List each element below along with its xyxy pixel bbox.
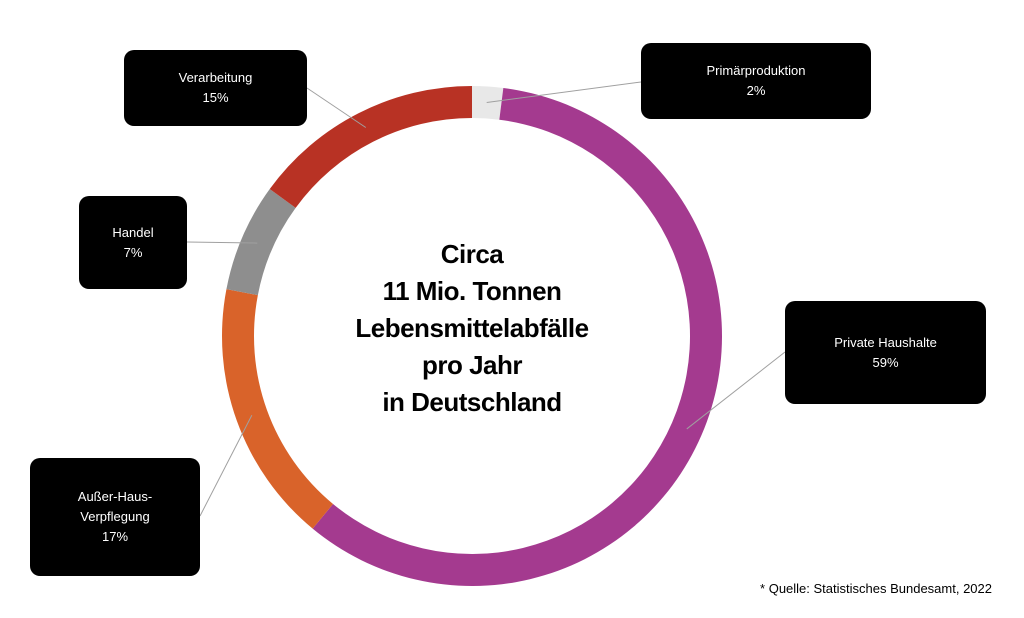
leader-lines — [186, 81, 786, 517]
leader-line-primaerproduktion — [486, 81, 642, 103]
slice-verarbeitung — [269, 86, 472, 208]
slice-label-handel: Handel — [112, 224, 154, 240]
donut-slices — [222, 86, 722, 586]
center-title-line-2: 11 Mio. Tonnen — [382, 276, 562, 306]
callout-verarbeitung: Verarbeitung 15% — [124, 50, 307, 126]
slice-label-ausser-haus-line1: Außer-Haus- — [77, 489, 153, 504]
leader-line-handel — [186, 241, 258, 244]
leader-line-private-haushalte — [686, 351, 786, 430]
slice-value-handel: 7% — [123, 244, 143, 260]
slice-primaerproduktion — [472, 86, 504, 120]
slice-label-private-haushalte: Private Haushalte — [834, 334, 937, 350]
slice-label-verarbeitung: Verarbeitung — [178, 70, 253, 85]
slice-value-primaerproduktion: 2% — [746, 83, 766, 98]
slice-value-private-haushalte: 59% — [872, 354, 899, 370]
slice-value-ausser-haus: 17% — [101, 529, 129, 544]
callout-ausser-haus-verpflegung: Außer-Haus- Verpflegung 17% — [30, 458, 200, 576]
center-title-line-3: Lebensmittelabfälle — [355, 313, 589, 343]
center-title-line-1: Circa — [440, 239, 504, 269]
slice-label-primaerproduktion: Primärproduktion — [706, 63, 806, 78]
callout-handel: Handel 7% — [79, 196, 187, 289]
leader-line-ausser-haus-verpflegung — [199, 415, 253, 517]
slice-handel — [226, 189, 296, 296]
center-title: Circa 11 Mio. Tonnen Lebensmittelabfälle… — [322, 236, 622, 421]
center-title-line-4: pro Jahr — [421, 350, 523, 380]
leader-line-verarbeitung — [306, 87, 367, 128]
callout-private-haushalte: Private Haushalte 59% — [785, 301, 986, 404]
slice-label-ausser-haus-line2: Verpflegung — [80, 509, 150, 524]
slice-private-haushalte — [312, 87, 722, 586]
source-footnote: * Quelle: Statistisches Bundesamt, 2022 — [760, 581, 992, 596]
slice-value-verarbeitung: 15% — [202, 90, 229, 105]
slice-ausser-haus-verpflegung — [222, 289, 334, 529]
callout-primaerproduktion: Primärproduktion 2% — [641, 43, 871, 119]
center-title-line-5: in Deutschland — [382, 387, 562, 417]
